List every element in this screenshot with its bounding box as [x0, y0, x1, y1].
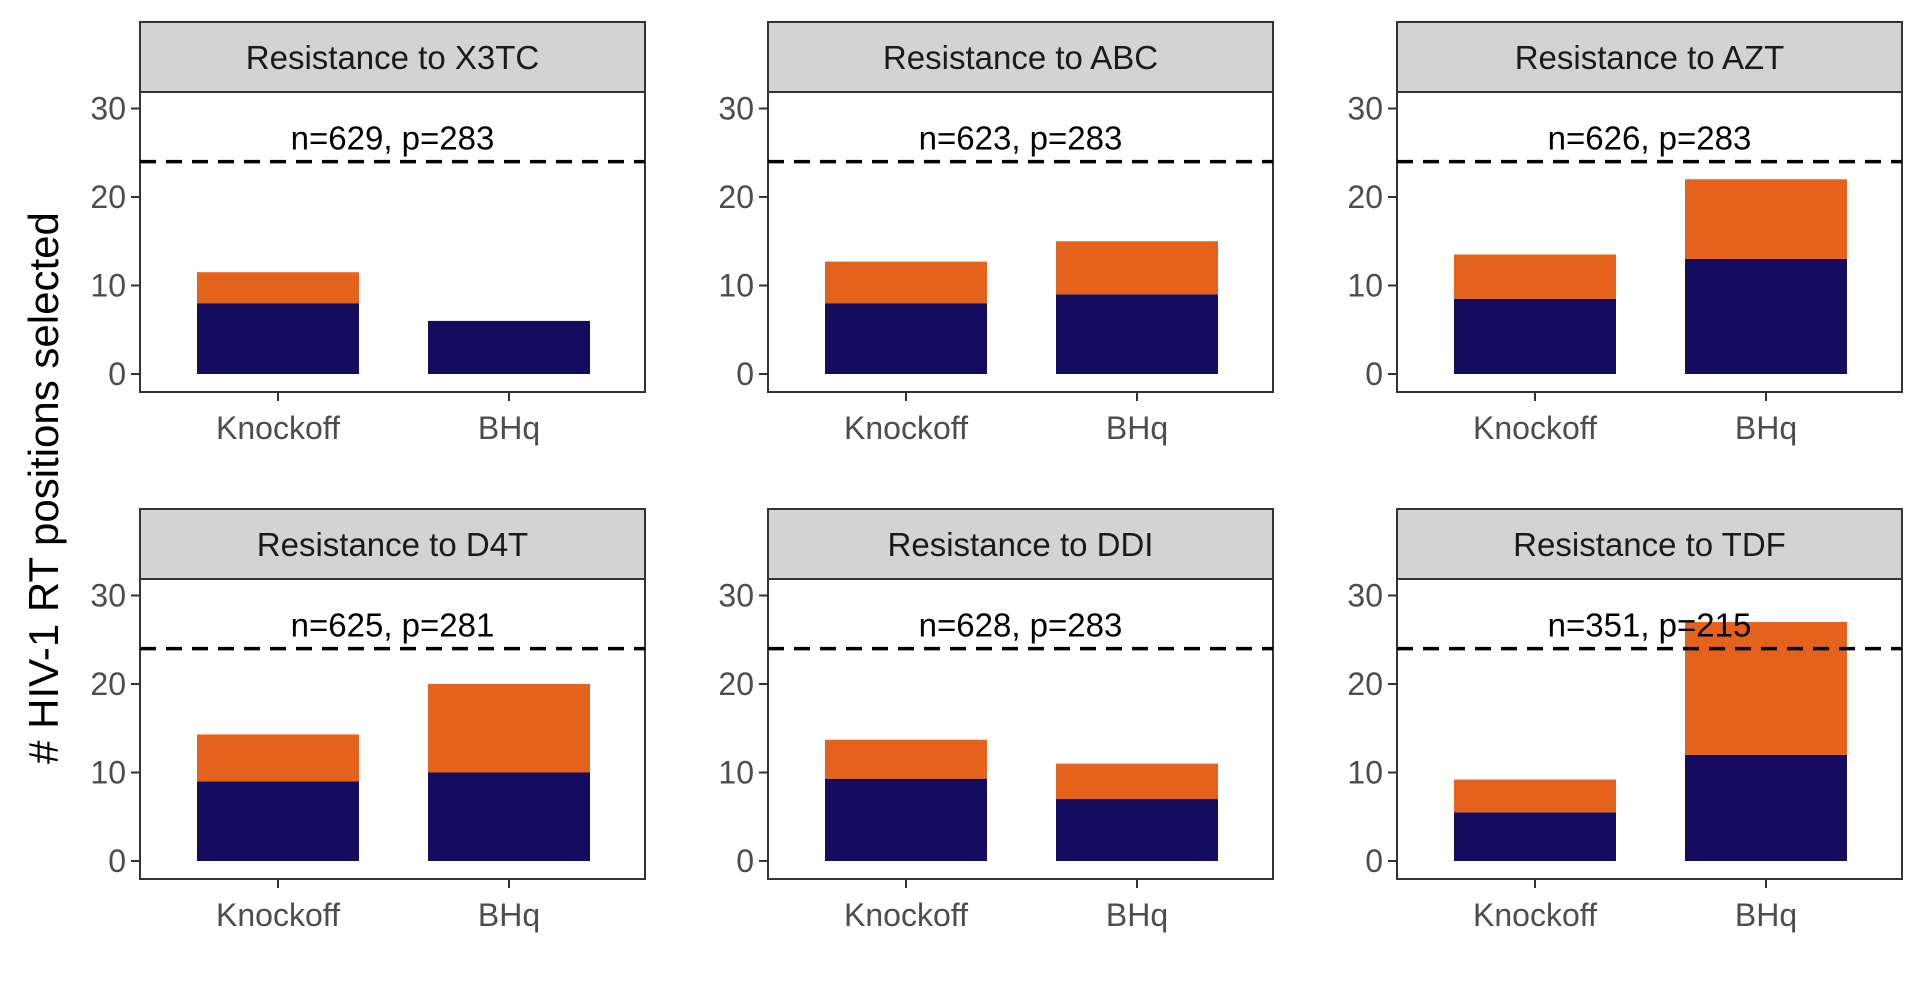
- y-tick-label: 10: [1347, 755, 1383, 791]
- y-tick-label: 0: [736, 843, 754, 879]
- bar-segment: [1056, 763, 1218, 800]
- x-tick-label: BHq: [1106, 410, 1168, 446]
- panel-strip: [767, 508, 1274, 580]
- panel-annotation: n=351, p=215: [1548, 607, 1752, 644]
- bar-segment: [1056, 241, 1218, 295]
- x-tick-label: Knockoff: [1473, 897, 1597, 933]
- y-tick-label: 30: [90, 578, 126, 614]
- chart-panel: Resistance to DDI n=628, p=283 0 10 20 30 Knoc…: [718, 508, 1274, 933]
- y-tick-label: 30: [718, 578, 754, 614]
- panel-title: Resistance to X3TC: [246, 39, 539, 76]
- bar-segment: [1685, 179, 1847, 259]
- y-tick-label: 20: [1347, 666, 1383, 702]
- y-tick-label: 10: [90, 755, 126, 791]
- bar-segment: [825, 778, 987, 861]
- chart-panel: Resistance to TDF n=351, p=215 0 10 20 30 Knoc…: [1347, 508, 1903, 933]
- bar-segment: [1056, 799, 1218, 861]
- chart-panel: Resistance to X3TC n=629, p=283 0 10 20 30 Kno…: [90, 21, 646, 446]
- bar-segment: [1454, 812, 1616, 861]
- bar-segment: [1454, 254, 1616, 299]
- x-tick-label: BHq: [1106, 897, 1168, 933]
- y-tick-label: 10: [718, 755, 754, 791]
- y-tick-label: 30: [1347, 578, 1383, 614]
- y-tick-label: 20: [1347, 179, 1383, 215]
- bar-segment: [1685, 622, 1847, 755]
- bar-segment: [1685, 258, 1847, 374]
- x-tick-label: BHq: [1735, 410, 1797, 446]
- panel-annotation: n=625, p=281: [291, 607, 495, 644]
- bar-segment: [1454, 298, 1616, 374]
- panel-annotation: n=623, p=283: [919, 120, 1123, 157]
- bar-segment: [825, 739, 987, 779]
- y-tick-label: 10: [1347, 268, 1383, 304]
- y-tick-label: 30: [1347, 91, 1383, 127]
- bar-segment: [428, 320, 590, 374]
- panel-title: Resistance to AZT: [1515, 39, 1785, 76]
- y-tick-label: 20: [718, 179, 754, 215]
- y-tick-label: 0: [736, 356, 754, 392]
- panel-title: Resistance to D4T: [257, 526, 528, 563]
- x-tick-label: Knockoff: [216, 410, 340, 446]
- y-tick-label: 0: [108, 356, 126, 392]
- y-tick-label: 0: [1365, 356, 1383, 392]
- x-tick-label: BHq: [478, 410, 540, 446]
- panel-title: Resistance to DDI: [888, 526, 1154, 563]
- bar-segment: [197, 781, 359, 861]
- y-tick-label: 30: [718, 91, 754, 127]
- panel-strip: [1396, 21, 1903, 93]
- bar-segment: [428, 684, 590, 773]
- y-tick-label: 30: [90, 91, 126, 127]
- x-tick-label: Knockoff: [844, 897, 968, 933]
- panel-title: Resistance to ABC: [883, 39, 1158, 76]
- bar-segment: [1056, 294, 1218, 374]
- x-tick-label: Knockoff: [216, 897, 340, 933]
- x-tick-label: BHq: [478, 897, 540, 933]
- chart-panel: Resistance to ABC n=623, p=283 0 10 20 30 Knoc…: [718, 21, 1274, 446]
- chart-panel: Resistance to AZT n=626, p=283 0 10 20 30 Knoc…: [1347, 21, 1903, 446]
- bar-segment: [1454, 779, 1616, 813]
- y-tick-label: 10: [90, 268, 126, 304]
- panel-annotation: n=629, p=283: [291, 120, 495, 157]
- y-tick-label: 20: [90, 179, 126, 215]
- bar-segment: [825, 303, 987, 374]
- panel-strip: [767, 21, 1274, 93]
- y-tick-label: 0: [108, 843, 126, 879]
- x-tick-label: Knockoff: [1473, 410, 1597, 446]
- panel-strip: [139, 508, 646, 580]
- x-tick-label: Knockoff: [844, 410, 968, 446]
- y-tick-label: 10: [718, 268, 754, 304]
- bar-segment: [428, 772, 590, 861]
- bar-segment: [197, 734, 359, 782]
- chart-panel: Resistance to D4T n=625, p=281 0 10 20 30 Knoc…: [90, 508, 646, 933]
- y-tick-label: 20: [718, 666, 754, 702]
- bar-segment: [1685, 754, 1847, 861]
- panel-annotation: n=626, p=283: [1548, 120, 1752, 157]
- bar-segment: [197, 272, 359, 304]
- panel-strip: [1396, 508, 1903, 580]
- panel-annotation: n=628, p=283: [919, 607, 1123, 644]
- panel-strip: [139, 21, 646, 93]
- y-tick-label: 0: [1365, 843, 1383, 879]
- y-tick-label: 20: [90, 666, 126, 702]
- x-tick-label: BHq: [1735, 897, 1797, 933]
- y-axis-label: # HIV-1 RT positions selected: [20, 212, 67, 764]
- bar-segment: [197, 303, 359, 374]
- panel-title: Resistance to TDF: [1513, 526, 1786, 563]
- bar-segment: [825, 261, 987, 304]
